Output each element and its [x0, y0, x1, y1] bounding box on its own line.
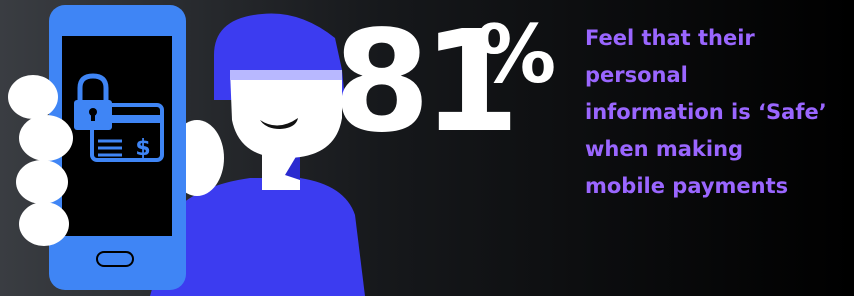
caption-line: personal: [585, 63, 688, 87]
caption-line: Feel that their: [585, 26, 755, 50]
caption-line: mobile payments: [585, 174, 788, 198]
infographic: $ 81 % Feel that their personal informat…: [0, 0, 854, 296]
caption-line: information is ‘Safe’: [585, 100, 827, 124]
card-symbol: $: [135, 136, 150, 161]
stat-unit: %: [476, 8, 556, 101]
caption-line: when making: [585, 137, 743, 161]
